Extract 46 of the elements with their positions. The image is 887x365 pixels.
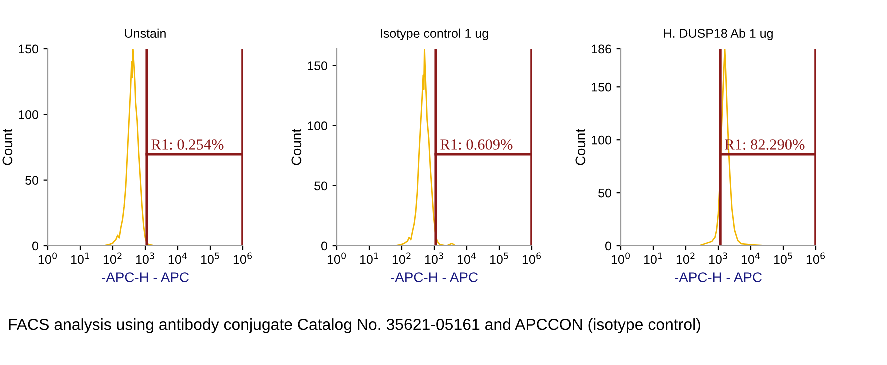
x-tick-label: 10$^{3}$ [136, 252, 154, 264]
y-tick-label: 100 [19, 110, 38, 120]
y-tick-label: 0 [606, 242, 612, 251]
x-tick-label: 10$^{1}$ [71, 252, 90, 264]
y-tick-label: 0 [32, 242, 38, 251]
x-tick-label: 10$^{2}$ [392, 252, 411, 264]
annotation: R1: 0.254% [152, 140, 224, 150]
y-tick-label: 50 [598, 188, 612, 198]
annotation: R1: 0.609% [440, 140, 513, 150]
x-tick-label: 10$^{5}$ [490, 252, 508, 264]
x-tick-label: 10$^{3}$ [425, 252, 444, 264]
x-tick-label: 10$^{5}$ [201, 252, 220, 264]
y-tick-label: 186 [592, 44, 612, 54]
x-tick-label: 10$^{4}$ [168, 252, 188, 264]
x-tick-label: 10$^{0}$ [328, 252, 346, 264]
x-tick-label: 10$^{1}$ [644, 252, 662, 264]
y-tick-label: 50 [26, 176, 38, 185]
y-tick-label: 0 [322, 242, 328, 251]
y-tick-label: 50 [314, 182, 328, 191]
x-tick-label: 10$^{4}$ [458, 252, 476, 264]
x-tick-label: 10$^{3}$ [709, 252, 728, 264]
y-axis-title: Count [576, 129, 586, 166]
chart-title: Unstain [125, 28, 166, 38]
y-tick-label: 100 [592, 136, 612, 145]
y-axis-title: Count [2, 129, 13, 166]
x-tick-label: 10$^{2}$ [676, 252, 695, 264]
y-tick-label: 150 [19, 44, 38, 54]
y-axis-title: Count [292, 129, 302, 166]
chart-title: Isotype control 1 ug [381, 28, 488, 40]
y-tick-label: 150 [308, 62, 328, 70]
x-tick-label: 10$^{6}$ [806, 252, 826, 264]
x-axis-title: -APC-H - APC [102, 272, 189, 282]
x-tick-label: 10$^{1}$ [360, 252, 378, 264]
x-tick-label: 10$^{6}$ [522, 252, 542, 264]
x-axis-title: -APC-H - APC [391, 272, 478, 282]
x-tick-label: 10$^{0}$ [612, 252, 630, 264]
chart-title: H. DUSP18 Ab 1 ug [664, 28, 773, 40]
x-tick-label: 10$^{0}$ [38, 252, 58, 264]
x-tick-label: 10$^{4}$ [742, 252, 760, 264]
x-tick-label: 10$^{6}$ [234, 252, 252, 264]
x-axis-title: -APC-H - APC [675, 272, 762, 282]
x-tick-label: 10$^{5}$ [774, 252, 792, 264]
x-tick-label: 10$^{2}$ [104, 252, 122, 264]
y-tick-label: 150 [592, 82, 612, 92]
y-tick-label: 100 [308, 122, 328, 131]
text: FACS analysis using antibody conjugate Catalog No. 35621-05161 and APCCON (isotype control) [9, 318, 700, 334]
